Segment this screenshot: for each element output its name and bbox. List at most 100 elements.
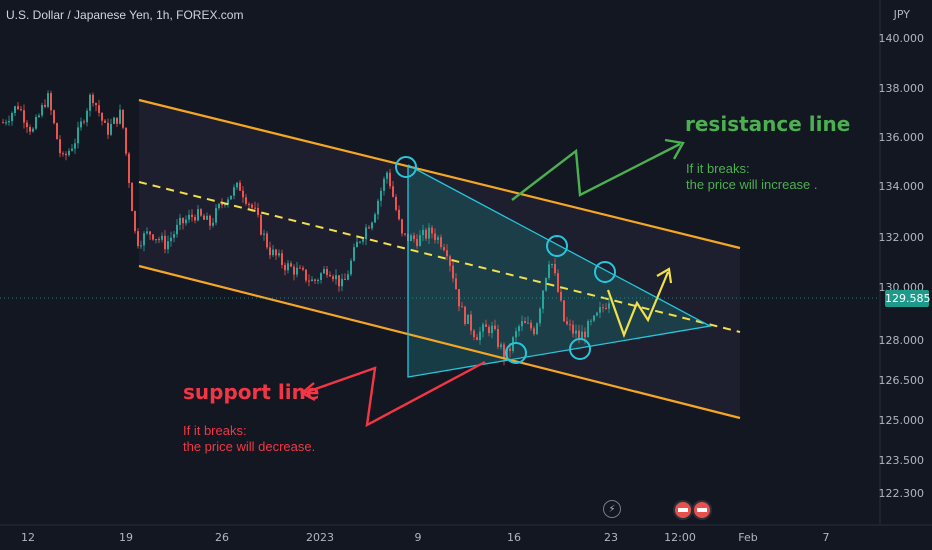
candle-body: [338, 275, 340, 287]
flag-event-icon[interactable]: [673, 500, 693, 520]
candle-body: [191, 214, 193, 218]
candle-body: [278, 253, 280, 256]
candle-body: [605, 307, 607, 309]
channel-upper-line: [138, 98, 741, 250]
candle-body: [482, 324, 484, 332]
candle-body: [329, 275, 331, 277]
candle-body: [254, 207, 256, 209]
candle-body: [419, 235, 421, 247]
touch-circle-2: [546, 235, 568, 257]
candle-body: [569, 324, 571, 326]
resistance-arrowhead: [664, 138, 685, 160]
candle-body: [188, 214, 190, 220]
candle-body: [401, 219, 403, 234]
candle-body: [485, 324, 487, 327]
candle-body: [122, 109, 124, 128]
resistance-arrow: [511, 142, 681, 201]
candle-body: [581, 331, 583, 339]
candle-body: [221, 203, 223, 205]
resistance-note-line-2: the price will increase .: [686, 177, 818, 192]
lightning-icon[interactable]: ⚡: [603, 500, 621, 518]
candle-body: [92, 94, 94, 104]
candle-body: [215, 208, 217, 223]
support-note-line-1: If it breaks:: [183, 423, 247, 438]
candle-body: [431, 227, 433, 234]
symbol-title[interactable]: U.S. Dollar / Japanese Yen, 1h, FOREX.co…: [6, 8, 244, 22]
candle-body: [128, 153, 130, 183]
candle-body: [131, 182, 133, 212]
candle-body: [32, 128, 34, 132]
flag-event-icon-2[interactable]: [692, 500, 712, 520]
candle-body: [500, 344, 502, 348]
candle-body: [224, 204, 226, 206]
price-tick-label: 126.500: [879, 374, 925, 387]
candle-body: [293, 266, 295, 275]
candle-body: [212, 222, 214, 226]
candle-body: [587, 321, 589, 338]
candle-body: [23, 110, 25, 123]
candle-body: [347, 274, 349, 280]
candle-body: [29, 127, 31, 132]
candle-body: [236, 182, 238, 188]
candle-body: [341, 278, 343, 287]
candle-body: [548, 264, 550, 278]
candle-body: [260, 214, 262, 235]
candle-body: [59, 139, 61, 154]
candle-body: [488, 326, 490, 334]
candle-body: [353, 247, 355, 261]
candle-body: [206, 215, 208, 220]
candle-body: [596, 312, 598, 316]
candle-body: [200, 209, 202, 216]
candle-body: [602, 307, 604, 309]
candle-body: [152, 234, 154, 240]
candle-body: [533, 328, 535, 335]
candle-body: [167, 241, 169, 250]
candle-body: [176, 224, 178, 235]
projection-arrowhead: [656, 267, 673, 284]
candle-body: [218, 203, 220, 209]
candle-body: [302, 267, 304, 270]
candle-body: [203, 215, 205, 220]
candle-body: [137, 231, 139, 247]
candle-body: [389, 172, 391, 187]
candle-body: [305, 269, 307, 281]
touch-circle-4: [505, 342, 527, 364]
time-axis[interactable]: 12 19 26 2023 9 16 23 12:00 Feb 7: [21, 531, 830, 544]
candle-body: [149, 231, 151, 235]
candle-body: [449, 256, 451, 266]
candle-body: [248, 203, 250, 205]
candle-body: [134, 211, 136, 232]
candle-body: [545, 277, 547, 291]
candle-body: [8, 121, 10, 123]
candle-body: [20, 109, 22, 111]
time-tick-label: Feb: [738, 531, 757, 544]
candle-body: [476, 337, 478, 341]
candle-body: [308, 280, 310, 282]
candle-body: [143, 233, 145, 246]
price-tick-label: 140.000: [879, 32, 925, 45]
candle-body: [80, 121, 82, 128]
candle-body: [56, 123, 58, 140]
candle-body: [599, 307, 601, 313]
triangle-fill: [408, 165, 710, 377]
candle-body: [371, 222, 373, 229]
projection-zigzag: [606, 271, 670, 339]
candle-body: [608, 303, 610, 309]
candle-body: [245, 197, 247, 204]
support-arrow: [303, 360, 486, 428]
channel-midline: [138, 181, 741, 333]
candle-body: [185, 219, 187, 224]
candle-body: [584, 331, 586, 338]
time-tick-label: 23: [604, 531, 618, 544]
price-tick-label: 132.000: [879, 231, 925, 244]
candle-body: [350, 260, 352, 275]
candle-body: [323, 269, 325, 274]
candle-body: [467, 314, 469, 325]
candle-body: [491, 325, 493, 334]
price-tick-label: 138.000: [879, 82, 925, 95]
candle-body: [443, 247, 445, 251]
candle-body: [551, 264, 553, 266]
candle-body: [50, 93, 52, 111]
triangle-outline: [407, 164, 712, 378]
